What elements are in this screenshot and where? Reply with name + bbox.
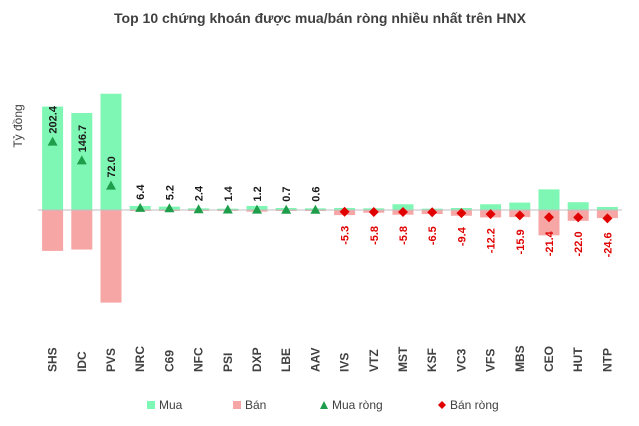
legend: Mua Bán Mua ròng Bán ròng bbox=[147, 398, 499, 412]
category-label-hut: HUT bbox=[571, 347, 585, 372]
category-label-psi: PSI bbox=[221, 353, 235, 372]
category-label-idc: IDC bbox=[75, 351, 89, 372]
bar-mua-pvs bbox=[100, 93, 122, 210]
bar-ban-shs bbox=[42, 210, 64, 251]
legend-swatch-ban bbox=[233, 401, 241, 409]
marker-mua-rong-psi bbox=[222, 204, 233, 214]
data-label-ceo: -21.4 bbox=[544, 230, 556, 256]
category-label-ceo: CEO bbox=[542, 346, 556, 372]
data-label-vc3: -9.4 bbox=[456, 226, 468, 246]
data-label-idc: 146.7 bbox=[77, 125, 89, 153]
category-label-mbs: MBS bbox=[513, 345, 527, 372]
category-label-ntp: NTP bbox=[600, 348, 614, 372]
data-labels: 202.4 146.7 72.0 6.4 5.2 2.4 1.4 1.2 0.7 0.6 -5.3 -… bbox=[48, 105, 615, 257]
marker-ban-rong-ksf bbox=[427, 207, 438, 218]
data-label-aav: 0.6 bbox=[310, 187, 322, 202]
category-label-nfc: NFC bbox=[192, 347, 206, 372]
data-label-hut: -22.0 bbox=[573, 231, 585, 256]
data-label-mbs: -15.9 bbox=[515, 229, 527, 254]
marker-mua-rong-lbe bbox=[281, 204, 292, 214]
data-label-vtz: -5.8 bbox=[369, 226, 381, 245]
data-label-ntp: -24.6 bbox=[602, 232, 614, 257]
marker-mua-rong-c69 bbox=[164, 203, 175, 213]
marker-mua-rong-shs bbox=[47, 136, 58, 146]
category-label-shs: SHS bbox=[46, 347, 60, 372]
bar-ban-pvs bbox=[100, 210, 122, 303]
data-label-ksf: -6.5 bbox=[427, 226, 439, 245]
category-label-c69: C69 bbox=[162, 350, 176, 372]
data-label-c69: 5.2 bbox=[164, 185, 176, 200]
data-label-nfc: 2.4 bbox=[194, 185, 206, 201]
category-labels: SHS IDC PVS NRC C69 NFC PSI DXP LBE AAV IVS VTZ MST K… bbox=[46, 345, 615, 372]
marker-mua-rong-idc bbox=[76, 155, 87, 165]
category-label-ivs: IVS bbox=[338, 353, 352, 372]
legend-label-ban-rong: Bán ròng bbox=[450, 398, 499, 412]
data-label-vfs: -12.2 bbox=[486, 228, 498, 253]
data-label-ivs: -5.3 bbox=[340, 226, 352, 245]
marker-ban-rong-mst bbox=[398, 206, 408, 217]
bar-mua-vfs bbox=[480, 204, 502, 210]
marker-ban-rong-vtz bbox=[368, 206, 379, 217]
marker-mua-rong-pvs bbox=[106, 180, 116, 190]
marker-mua-rong-nrc bbox=[135, 202, 146, 212]
category-label-lbe: LBE bbox=[279, 348, 293, 372]
category-label-pvs: PVS bbox=[104, 348, 118, 372]
marker-ban-rong-ivs bbox=[339, 206, 350, 217]
legend-swatch-mua bbox=[147, 401, 155, 409]
marker-ban-rong-vc3 bbox=[456, 208, 467, 219]
category-label-ksf: KSF bbox=[425, 348, 439, 372]
marker-mua-rong-nfc bbox=[193, 204, 204, 214]
data-label-mst: -5.8 bbox=[398, 226, 410, 245]
legend-label-mua-rong: Mua ròng bbox=[332, 398, 383, 412]
bar-mua-ntp bbox=[596, 206, 618, 210]
legend-label-mua: Mua bbox=[159, 398, 183, 412]
marker-ban-rong-mbs bbox=[514, 210, 525, 221]
bars bbox=[42, 93, 618, 303]
bar-mua-shs bbox=[42, 106, 64, 210]
markers bbox=[47, 136, 613, 224]
category-label-mst: MST bbox=[396, 346, 410, 372]
bar-mua-mbs bbox=[509, 202, 531, 210]
category-label-aav: AAV bbox=[308, 348, 322, 372]
bar-ban-idc bbox=[71, 210, 93, 250]
data-label-lbe: 0.7 bbox=[281, 186, 293, 201]
legend-swatch-ban-rong bbox=[438, 401, 446, 409]
category-label-vfs: VFS bbox=[484, 349, 498, 372]
data-label-shs: 202.4 bbox=[48, 105, 60, 133]
bar-mua-ceo bbox=[538, 189, 560, 210]
bar-mua-hut bbox=[567, 202, 589, 210]
marker-ban-rong-vfs bbox=[485, 209, 496, 220]
category-label-vc3: VC3 bbox=[454, 348, 468, 372]
marker-ban-rong-hut bbox=[573, 212, 584, 223]
data-label-pvs: 72.0 bbox=[106, 156, 118, 177]
chart-title: Top 10 chứng khoán được mua/bán ròng nhi… bbox=[114, 10, 527, 26]
marker-mua-rong-aav bbox=[310, 204, 321, 214]
legend-swatch-mua-rong bbox=[320, 401, 328, 409]
marker-ban-rong-ceo bbox=[544, 212, 554, 223]
data-label-nrc: 6.4 bbox=[135, 184, 147, 200]
marker-mua-rong-dxp bbox=[252, 204, 262, 214]
category-label-nrc: NRC bbox=[133, 346, 147, 372]
legend-label-ban: Bán bbox=[245, 398, 266, 412]
data-label-psi: 1.4 bbox=[223, 185, 235, 201]
data-label-dxp: 1.2 bbox=[252, 186, 264, 201]
bar-ban-ceo bbox=[538, 210, 560, 236]
y-axis-label: Tỷ đồng bbox=[11, 104, 25, 147]
category-label-dxp: DXP bbox=[250, 347, 264, 372]
category-label-vtz: VTZ bbox=[367, 349, 381, 372]
marker-ban-rong-ntp bbox=[602, 213, 613, 224]
